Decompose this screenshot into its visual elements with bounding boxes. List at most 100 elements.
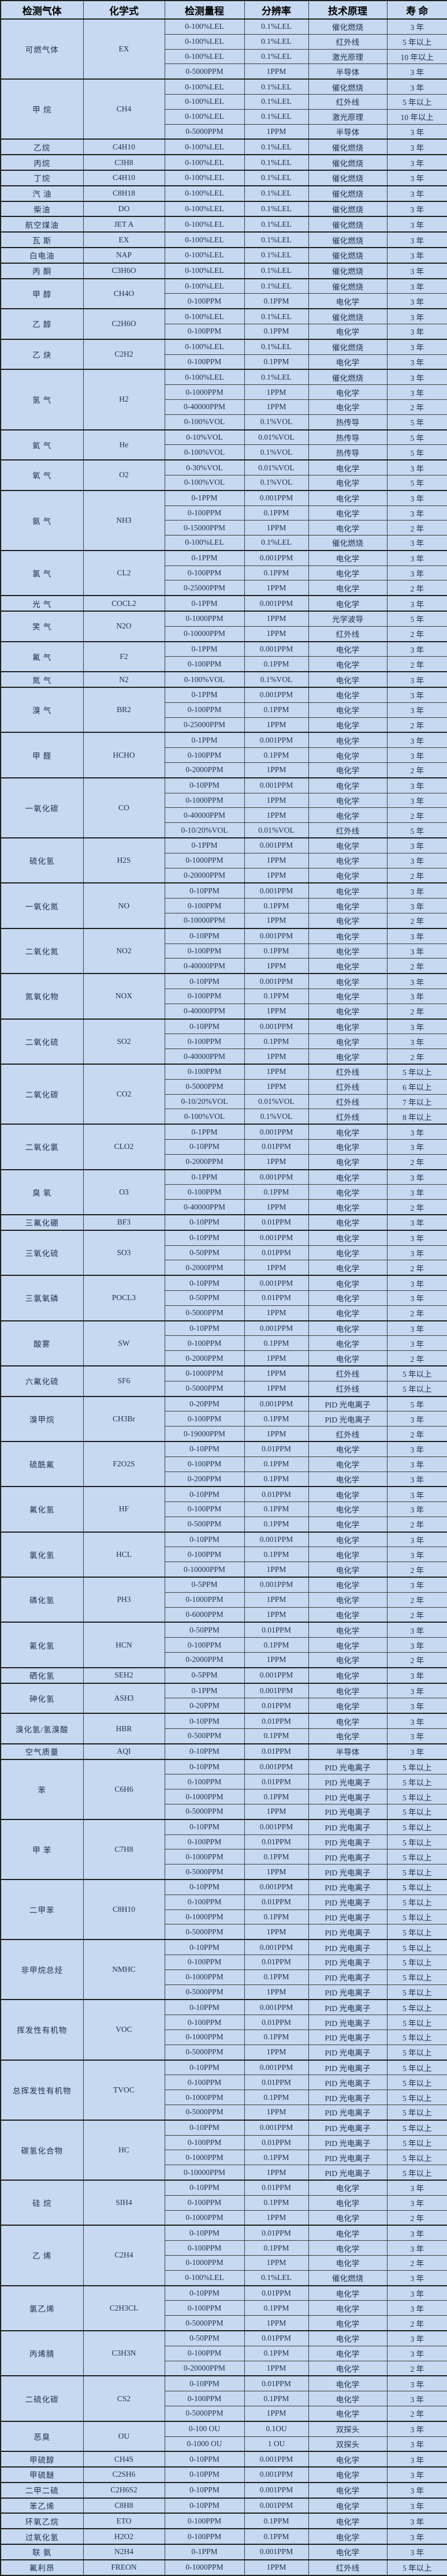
- principle-cell: 电化学: [308, 505, 388, 521]
- table-row: 0-5000PPM 1PPM PID 光电离子 5 年以上: [1, 1864, 447, 1880]
- lifespan-cell: 2 年: [386, 1154, 447, 1170]
- range-cell: 0-10PPM: [164, 1486, 245, 1503]
- principle-cell: 电化学: [308, 2240, 388, 2256]
- formula-cell: HC: [83, 2119, 165, 2181]
- range-cell: 0-30%VOL: [164, 459, 245, 475]
- table-row: 联 氨 N2H4 0-1PPM 0.001PPM 电化学 3 年: [0, 2544, 447, 2560]
- lifespan-cell: 2 年: [386, 762, 447, 778]
- column-header-2: 检测量程: [164, 0, 245, 20]
- lifespan-cell: 3 年: [386, 1275, 447, 1291]
- principle-cell: 电化学: [308, 2528, 388, 2545]
- gas-name-cell: 瓦 斯: [0, 231, 84, 248]
- table-row: 三氯氧磷 POCL3 0-10PPM 0.001PPM 电化学 3 年: [0, 1275, 447, 1321]
- formula-cell: C3H8: [83, 154, 165, 171]
- formula-cell: DO: [83, 200, 165, 217]
- lifespan-cell: 3 年: [386, 641, 447, 657]
- gas-name-cell: 乙 炔: [0, 338, 84, 370]
- table-row: 二氧化碳 CO2 0-100PPM 1PPM 红外线 5 年以上: [0, 1063, 447, 1125]
- lifespan-cell: 3 年: [386, 2420, 447, 2437]
- range-cell: 0-100%LEL: [164, 78, 245, 95]
- lifespan-cell: 3 年: [386, 882, 447, 899]
- table-row: 0-100PPM 0.1PPM 电化学 3 年: [1, 2300, 447, 2316]
- range-cell: 0-1000PPM: [164, 384, 245, 400]
- principle-cell: 电化学: [308, 2300, 388, 2316]
- formula-cell: SO3: [83, 1229, 165, 1276]
- table-row: 0-100PPM 0.1PPM 电化学 3 年: [1, 2195, 447, 2211]
- range-cell: 0-100%LEL: [164, 48, 245, 65]
- table-row: 0-5000PPM 1PPM 电化学 2 年: [1, 2315, 447, 2331]
- resolution-cell: 0.1%VOL: [244, 414, 309, 430]
- lifespan-cell: 3 年: [386, 2481, 447, 2499]
- resolution-cell: 0.001PPM: [244, 687, 309, 703]
- principle-cell: 红外线: [308, 626, 388, 642]
- resolution-cell: 1PPM: [244, 2315, 309, 2331]
- range-cell: 0-100PPM: [164, 2075, 245, 2091]
- lifespan-cell: 3 年: [386, 231, 447, 248]
- lifespan-cell: 3 年: [386, 2330, 447, 2346]
- resolution-cell: 0.01PPM: [244, 1774, 309, 1790]
- lifespan-cell: 2 年: [386, 1652, 447, 1668]
- gas-name-cell: 氦 气: [0, 429, 84, 460]
- formula-cell: SF6: [83, 1365, 165, 1397]
- principle-cell: 电化学: [308, 1471, 388, 1487]
- table-row: 0-100PPM 0.1PPM 电化学 3 年: [1, 2345, 447, 2361]
- formula-cell: C2H2: [83, 338, 165, 370]
- table-row: 0-1000PPM 0.1PPM PID 光电离子 5 年以上: [1, 2029, 447, 2045]
- resolution-cell: 1PPM: [244, 958, 309, 974]
- lifespan-cell: 2 年: [386, 1516, 447, 1533]
- lifespan-cell: 5 年以上: [386, 1380, 447, 1397]
- table-row: 0-100PPM 0.1PPM 电化学 3 年: [1, 2240, 447, 2256]
- table-row: 0-1000PPM 0.1PPM PID 光电离子 5 年以上: [1, 1909, 447, 1925]
- table-row: 0-500PPM 0.1PPM 电化学 2 年: [1, 1516, 447, 1533]
- resolution-cell: 1PPM: [244, 2104, 309, 2121]
- principle-cell: 电化学: [308, 1440, 388, 1457]
- lifespan-cell: 2 年: [386, 717, 447, 733]
- formula-cell: HBR: [83, 1713, 165, 1744]
- range-cell: 0-5000PPM: [164, 2315, 245, 2331]
- lifespan-cell: 3 年: [386, 2179, 447, 2196]
- range-cell: 0-1PPM: [164, 595, 245, 612]
- range-cell: 0-100PPM: [164, 2391, 245, 2406]
- table-row: 氟化氢 HF 0-10PPM 0.01PPM 电化学 3 年: [0, 1486, 447, 1533]
- lifespan-cell: 3 年: [386, 535, 447, 551]
- range-cell: 0-100PPM: [164, 1034, 245, 1050]
- table-row: 0-10PPM 0.01PPM 电化学 3 年: [1, 1139, 447, 1155]
- resolution-cell: 0.001PPM: [244, 1682, 309, 1699]
- table-row: 0-1000PPM 1PPM 电化学 3 年: [1, 792, 447, 808]
- table-row: 丁烷 C4H10 0-100%LEL 0.1%LEL 催化燃烧 3 年: [0, 169, 447, 186]
- lifespan-cell: 3 年: [386, 1456, 447, 1472]
- principle-cell: 电化学: [308, 989, 388, 1004]
- gas-name-cell: 乙 烯: [0, 2225, 84, 2286]
- formula-cell: HCN: [83, 1622, 165, 1668]
- principle-cell: 电化学: [308, 1531, 388, 1548]
- lifespan-cell: 3 年: [386, 1124, 447, 1140]
- lifespan-cell: 3 年: [386, 138, 447, 155]
- range-cell: 0-1000 OU: [164, 2436, 245, 2452]
- range-cell: 0-10PPM: [164, 1229, 245, 1246]
- table-row: 0-5000PPM 1PPM 电化学 2 年: [1, 1305, 447, 1321]
- resolution-cell: 0.1%LEL: [244, 262, 309, 279]
- principle-cell: 电化学: [308, 1018, 388, 1035]
- gas-name-cell: 环氧乙烷: [0, 2513, 84, 2529]
- principle-cell: 电化学: [308, 1516, 388, 1533]
- resolution-cell: 0.1%LEL: [244, 169, 309, 186]
- resolution-cell: 0.001PPM: [244, 1818, 309, 1835]
- gas-name-cell: 二氧化碳: [0, 1063, 84, 1125]
- principle-cell: 电化学: [308, 1034, 388, 1050]
- lifespan-cell: 5 年以上: [386, 1789, 447, 1805]
- table-row: 三氧化硫 SO3 0-10PPM 0.001PPM 电化学 3 年: [0, 1229, 447, 1276]
- lifespan-cell: 2 年: [386, 2360, 447, 2376]
- principle-cell: 电化学: [308, 549, 388, 566]
- range-cell: 0-100%LEL: [164, 18, 245, 35]
- table-row: 0-40000PPM 1PPM 电化学 2 年: [1, 399, 447, 415]
- range-cell: 0-5000PPM: [164, 63, 245, 80]
- principle-cell: 电化学: [308, 2345, 388, 2361]
- table-row: 0-100%LEL 0.1%LEL 催化燃烧 3 年: [1, 2270, 447, 2286]
- principle-cell: 热传导: [308, 444, 388, 460]
- table-row: 丙烯腈 C3H3N 0-50PPM 0.01PPM 电化学 3 年: [0, 2330, 447, 2376]
- resolution-cell: 0.1PPM: [244, 2528, 309, 2545]
- formula-cell: PH3: [83, 1577, 165, 1623]
- table-row: 0-5000PPM 1PPM 红外线 6 年以上: [1, 1079, 447, 1095]
- lifespan-cell: 5 年以上: [386, 2029, 447, 2045]
- lifespan-cell: 3 年: [386, 1698, 447, 1714]
